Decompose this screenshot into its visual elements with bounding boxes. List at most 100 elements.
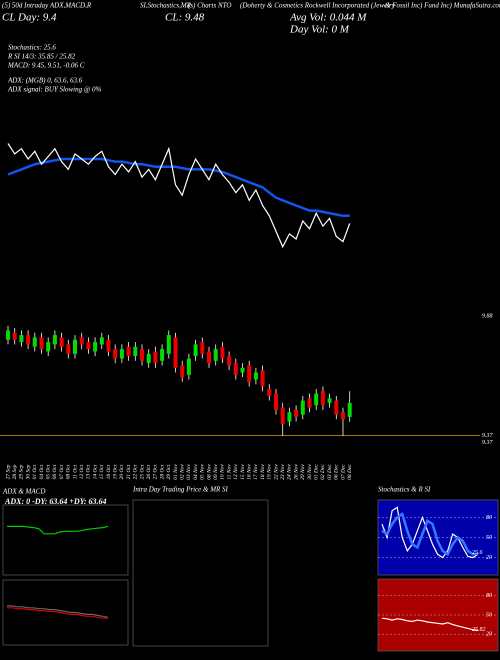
candle-body bbox=[227, 356, 232, 366]
panel-title: ADX & MACD bbox=[2, 488, 45, 496]
x-tick-label: 28 Oct bbox=[159, 464, 165, 479]
x-tick-label: 02 Nov bbox=[179, 464, 185, 480]
candle-body bbox=[153, 351, 158, 364]
candle-body bbox=[294, 409, 299, 417]
candle-body bbox=[260, 370, 265, 387]
candle-body bbox=[86, 342, 91, 350]
candle-body bbox=[220, 346, 225, 359]
y-tick-label: 80 bbox=[486, 515, 492, 521]
candle-body bbox=[193, 344, 198, 357]
candle-body bbox=[233, 363, 238, 375]
x-tick-label: 19 Oct bbox=[112, 464, 118, 479]
candle-body bbox=[32, 337, 37, 347]
x-tick-label: 22 Nov bbox=[273, 464, 279, 480]
x-tick-label: 24 Nov bbox=[286, 464, 293, 480]
panel bbox=[2, 579, 129, 646]
candle-body bbox=[207, 351, 211, 364]
x-tick-label: 26 Oct bbox=[146, 464, 152, 479]
x-tick-label: 25 Oct bbox=[139, 464, 145, 479]
x-tick-label: 09 Nov bbox=[213, 464, 219, 480]
candle-body bbox=[113, 349, 118, 359]
candle-body bbox=[267, 388, 272, 396]
candle-body bbox=[186, 358, 191, 375]
candle-body bbox=[253, 372, 258, 380]
x-tick-label: 15 Nov bbox=[240, 464, 246, 480]
header-text: (s) Charts NTO bbox=[188, 2, 231, 10]
candle-body bbox=[287, 412, 292, 422]
x-tick-label: 27 Sep bbox=[5, 464, 11, 479]
x-tick-label: 26 Nov bbox=[293, 464, 299, 480]
candle-body bbox=[19, 335, 24, 343]
stoch-text: Stochastics: 25.6 bbox=[8, 44, 56, 52]
moving-average bbox=[7, 157, 350, 218]
close-line bbox=[7, 143, 351, 249]
candle-body bbox=[341, 412, 345, 420]
x-tick-label: 17 Nov bbox=[253, 464, 259, 480]
candle-body bbox=[79, 337, 84, 345]
indicator-line bbox=[381, 506, 479, 559]
x-tick-label: 05 Nov bbox=[200, 464, 206, 480]
candle-body bbox=[52, 335, 57, 345]
candle-body bbox=[240, 367, 245, 373]
x-tick-label: 01 Oct bbox=[32, 464, 38, 479]
panel-title: Stochastics & R SI bbox=[378, 486, 431, 494]
panel-title: Intra Day Trading Price & MR SI bbox=[132, 486, 229, 494]
candle-body bbox=[140, 349, 144, 361]
y-tick-label: 20 bbox=[486, 555, 492, 561]
x-tick-label: 06 Oct bbox=[52, 464, 58, 479]
candle-body bbox=[274, 393, 278, 410]
header-text: (5) 50d Intraday ADX,MACD,R bbox=[2, 2, 92, 10]
candle-body bbox=[59, 337, 64, 347]
day-close: CL Day: 9.4 bbox=[2, 12, 57, 24]
x-tick-label: 29 Oct bbox=[166, 464, 172, 479]
close: CL: 9.48 bbox=[165, 12, 205, 24]
x-tick-label: 22 Oct bbox=[133, 464, 139, 479]
header-text: & Fossil Inc) Fund Inc) MunafaSutra.com bbox=[385, 2, 500, 10]
candle-body bbox=[106, 339, 111, 352]
panel bbox=[132, 499, 269, 647]
x-tick-label: 01 Dec bbox=[313, 464, 319, 480]
x-tick-label: 12 Oct bbox=[79, 464, 85, 479]
x-tick-label: 07 Dec bbox=[340, 464, 346, 480]
candle-body bbox=[166, 335, 171, 354]
candle-body bbox=[146, 353, 151, 364]
candle-body bbox=[334, 400, 339, 415]
x-tick-label: 16 Nov bbox=[246, 464, 252, 480]
candle-body bbox=[213, 349, 218, 361]
y-tick-label: 9.37 bbox=[482, 433, 494, 439]
x-tick-label: 01 Nov bbox=[173, 464, 179, 480]
y-tick-label: 80 bbox=[486, 593, 492, 599]
candle-body bbox=[119, 349, 124, 359]
x-tick-label: 19 Nov bbox=[267, 464, 273, 480]
panel-label: ADX: 0 -DY: 63.64 +DY: 63.64 bbox=[4, 497, 107, 506]
candle-body bbox=[73, 339, 77, 354]
x-tick-label: 29 Nov bbox=[300, 464, 306, 480]
candle-body bbox=[307, 398, 312, 408]
candle-body bbox=[99, 337, 104, 345]
x-tick-label: 18 Nov bbox=[260, 464, 266, 480]
candle-body bbox=[39, 337, 44, 350]
indicator-line bbox=[7, 605, 109, 618]
x-tick-label: 07 Oct bbox=[59, 464, 65, 479]
y-tick-label: 20 bbox=[486, 632, 492, 638]
panel-label: 25.6 bbox=[472, 550, 483, 556]
indicator-line bbox=[381, 512, 479, 557]
candle-body bbox=[300, 400, 305, 415]
header-text: (Doherty & Cosmetics Rockwell Incorporat… bbox=[240, 2, 396, 10]
candle-body bbox=[320, 391, 325, 406]
indicator-line bbox=[381, 617, 479, 632]
x-tick-label: 08 Nov bbox=[206, 464, 212, 480]
rsi-text: R SI 14/3: 35.85 / 25.82 bbox=[7, 53, 76, 61]
header-text: SI,Stochastics,MR bbox=[140, 2, 192, 10]
candle-body bbox=[173, 337, 178, 368]
x-tick-label: 15 Oct bbox=[99, 464, 105, 479]
candle-body bbox=[6, 330, 10, 340]
day-vol: Day Vol: 0 M bbox=[289, 24, 350, 36]
y-tick-label: 9.37 bbox=[482, 440, 494, 446]
x-tick-label: 30 Nov bbox=[307, 464, 313, 481]
candle-body bbox=[46, 342, 51, 352]
macd-text: MACD: 9.45, 9.51, -0.06 C bbox=[7, 62, 85, 70]
y-tick-label: 9.88 bbox=[482, 314, 493, 320]
x-tick-label: 08 Dec bbox=[347, 464, 353, 480]
